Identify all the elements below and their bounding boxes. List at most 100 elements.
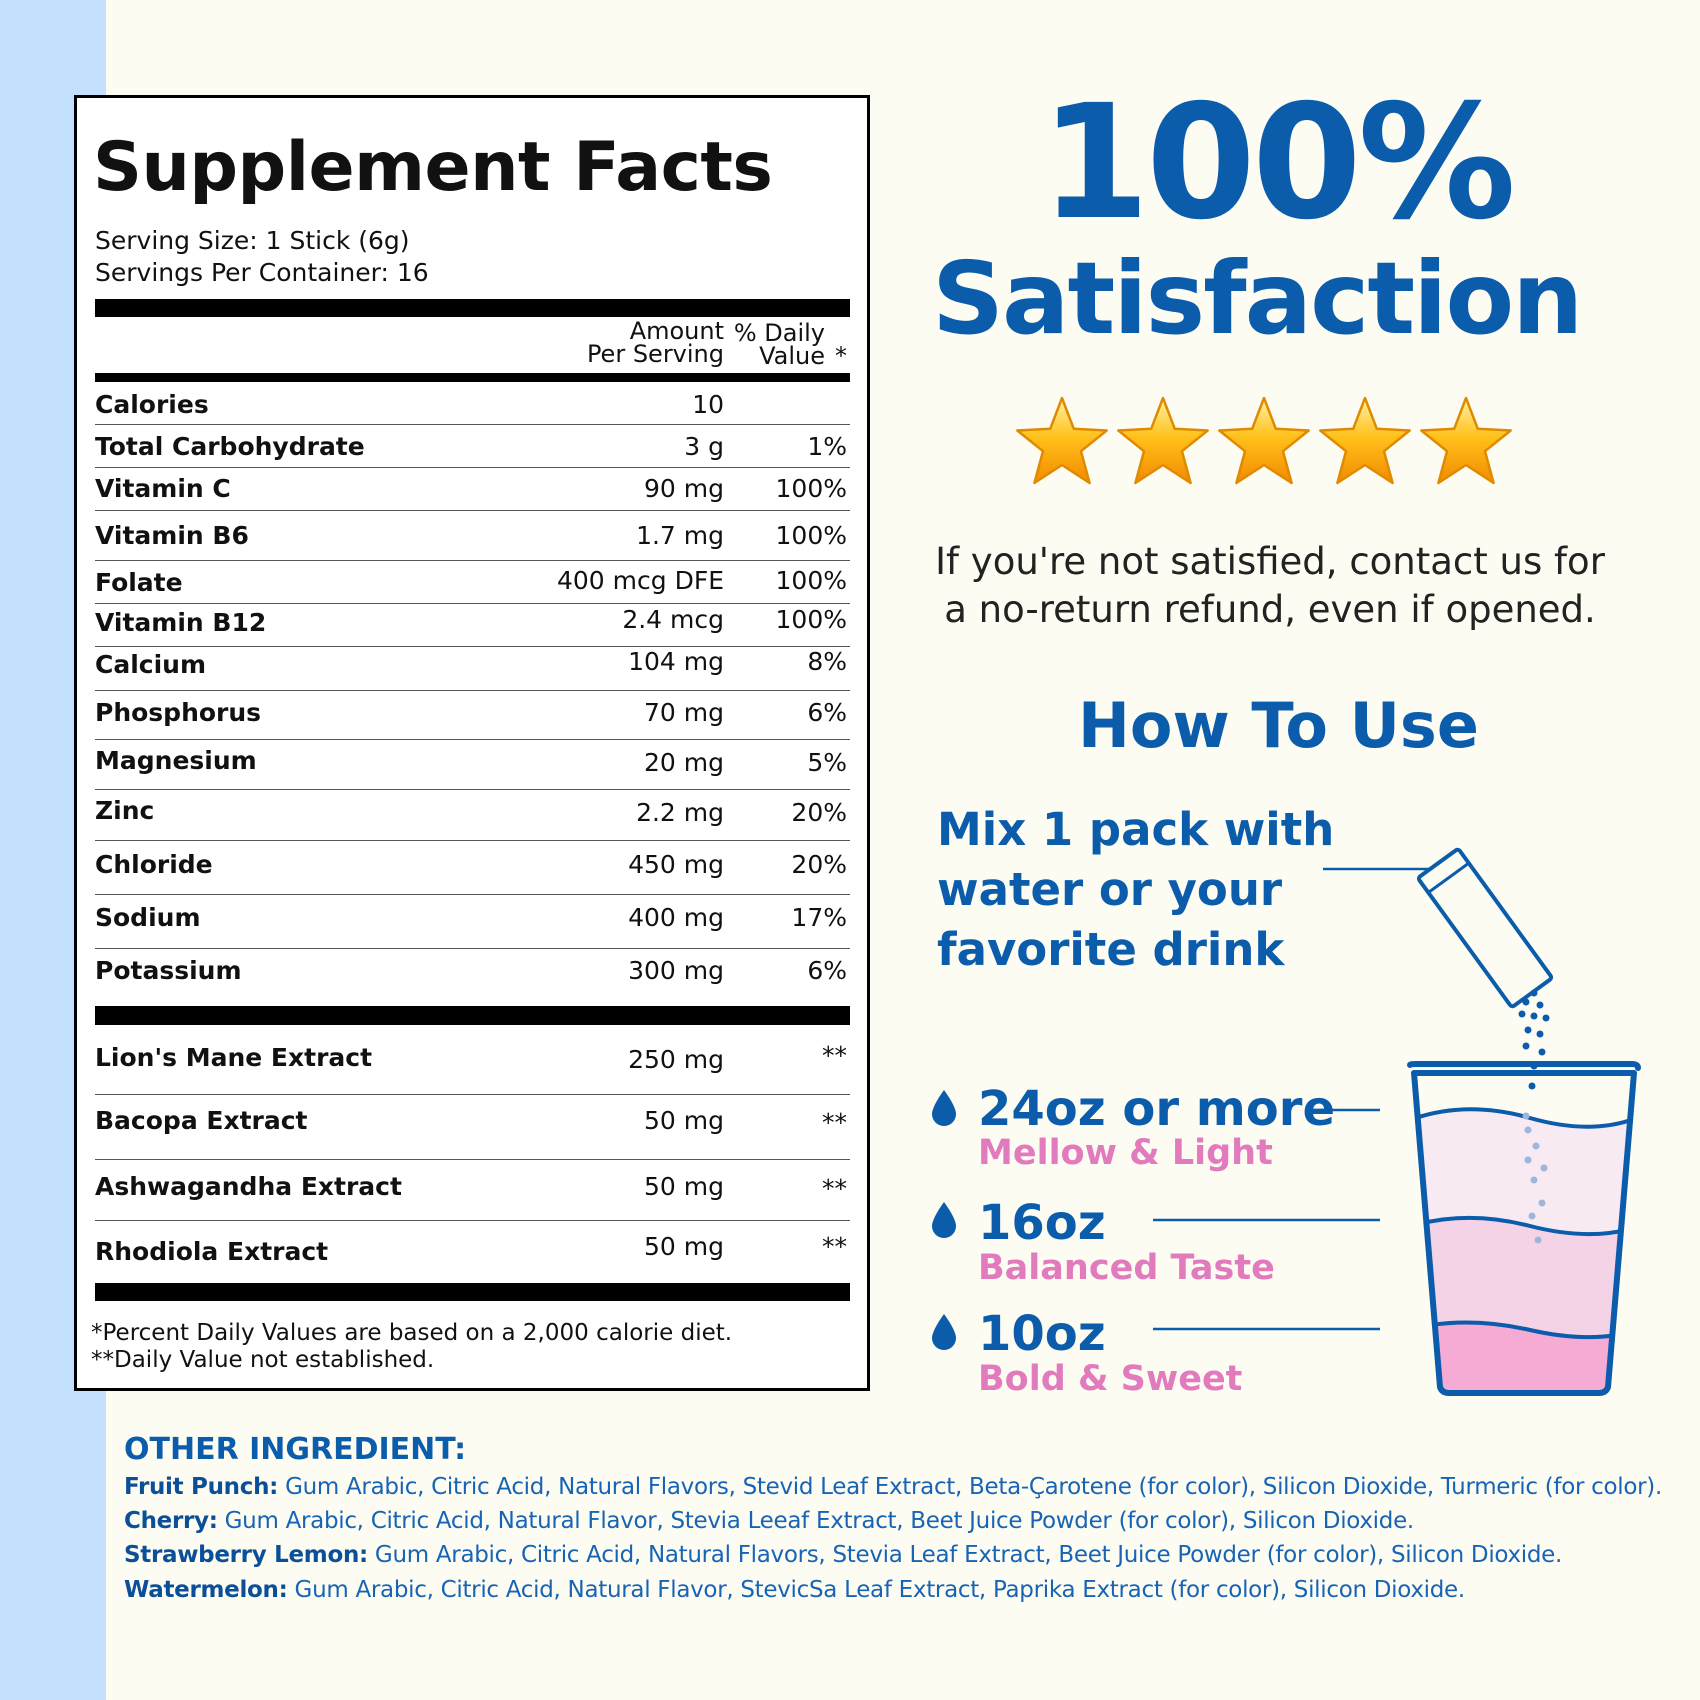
row-name: Magnesium [95,746,257,775]
row-daily-value: ** [822,1174,847,1203]
option-taste-mellow: Mellow & Light [978,1133,1273,1173]
row-name: Phosphorus [95,698,262,727]
star-icon [1319,396,1411,485]
ingredient-line-cherry: Cherry: Gum Arabic, Citric Acid, Natural… [124,1508,1414,1534]
medium-divider [95,373,850,382]
row-amount: 400 mg [628,903,724,932]
option-size-10oz: 10oz [978,1306,1106,1362]
star-rating [1016,396,1512,485]
header-asterisk: * [835,342,847,370]
option-taste-bold: Bold & Sweet [978,1359,1243,1399]
water-drop-icon [932,1202,956,1238]
row-amount: 50 mg [644,1106,724,1135]
row-divider [95,603,850,604]
refund-guarantee: If you're not satisfied, contact us for … [935,540,1605,631]
row-name: Rhodiola Extract [95,1237,329,1266]
row-daily-value: ** [822,1232,847,1261]
row-name: Total Carbohydrate [95,432,365,461]
mix-instruction: Mix 1 pack with water or your favorite d… [937,803,1335,976]
ingredient-line-watermelon: Watermelon: Gum Arabic, Citric Acid, Nat… [124,1577,1465,1603]
row-amount: 2.4 mcg [622,605,724,634]
row-name: Calcium [95,650,207,679]
powder-dots [1518,989,1550,1090]
supplement-facts-panel: Supplement Facts Serving Size: 1 Stick (… [74,95,870,1391]
row-amount: 2.2 mg [636,798,724,827]
ingredient-line-fruit-punch: Fruit Punch: Gum Arabic, Citric Acid, Na… [124,1474,1662,1500]
row-name: Lion's Mane Extract [95,1043,373,1072]
row-divider [95,424,850,425]
row-daily-value: 1% [807,432,847,461]
star-icon [1117,396,1209,485]
ingredient-line-strawberry-lemon: Strawberry Lemon: Gum Arabic, Citric Aci… [124,1542,1563,1568]
row-divider [95,1159,850,1160]
row-name: Bacopa Extract [95,1106,308,1135]
row-divider [95,510,850,511]
header-amount: Amount Per Serving [586,317,724,368]
row-name: Calories [95,390,209,419]
row-amount: 300 mg [628,956,724,985]
row-amount: 10 [692,390,724,419]
row-amount: 450 mg [628,850,724,879]
row-daily-value: 20% [791,850,847,879]
headline-100-percent: 100% [1040,71,1516,255]
row-daily-value: 100% [775,521,847,550]
row-amount: 400 mcg DFE [556,566,724,595]
row-divider [95,1220,850,1221]
row-daily-value: ** [822,1041,847,1070]
header-daily-value: % Daily Value [733,319,825,370]
row-amount: 250 mg [628,1045,724,1074]
stick-pack-icon [1416,847,1554,1009]
row-name: Zinc [95,796,155,825]
row-amount: 70 mg [644,698,724,727]
thick-divider [95,299,850,317]
row-daily-value: 100% [775,566,847,595]
row-amount: 50 mg [644,1232,724,1261]
row-daily-value: 5% [807,748,847,777]
row-divider [95,840,850,841]
water-drop-icon [932,1090,956,1126]
row-amount: 50 mg [644,1172,724,1201]
other-ingredients-title: OTHER INGREDIENT: [124,1432,467,1467]
serving-size: Serving Size: 1 Stick (6g) [95,226,410,255]
row-daily-value: 6% [807,956,847,985]
row-amount: 3 g [684,432,724,461]
thick-divider [95,1283,850,1301]
row-amount: 104 mg [628,647,724,676]
row-amount: 1.7 mg [636,521,724,550]
row-name: Potassium [95,956,242,985]
row-divider [95,789,850,790]
glass-icon [1407,1061,1641,1396]
star-icon [1420,396,1512,485]
servings-per-container: Servings Per Container: 16 [95,258,429,287]
water-drop-icon [932,1314,956,1350]
row-daily-value: 6% [807,698,847,727]
row-daily-value: 17% [791,903,847,932]
facts-title: Supplement Facts [93,128,773,207]
row-daily-value: 100% [775,605,847,634]
star-icon [1218,396,1310,485]
row-divider [95,560,850,561]
row-name: Ashwagandha Extract [95,1172,402,1201]
row-daily-value: 100% [775,474,847,503]
row-name: Folate [95,568,183,597]
row-divider [95,948,850,949]
row-name: Vitamin B12 [95,608,267,637]
row-name: Sodium [95,903,201,932]
row-daily-value: 20% [791,798,847,827]
row-divider [95,894,850,895]
row-name: Chloride [95,850,213,879]
footnote-daily-values: *Percent Daily Values are based on a 2,0… [91,1320,733,1346]
option-size-24oz: 24oz or more [978,1081,1335,1137]
row-divider [95,646,850,647]
row-divider [95,739,850,740]
row-daily-value: ** [822,1108,847,1137]
row-daily-value: 8% [807,647,847,676]
star-icon [1016,396,1108,485]
option-taste-balanced: Balanced Taste [978,1248,1275,1288]
row-name: Vitamin C [95,474,231,503]
thick-divider [95,1006,850,1025]
row-divider [95,467,850,468]
option-size-16oz: 16oz [978,1195,1106,1251]
row-divider [95,1094,850,1095]
headline-satisfaction: Satisfaction [932,240,1583,357]
